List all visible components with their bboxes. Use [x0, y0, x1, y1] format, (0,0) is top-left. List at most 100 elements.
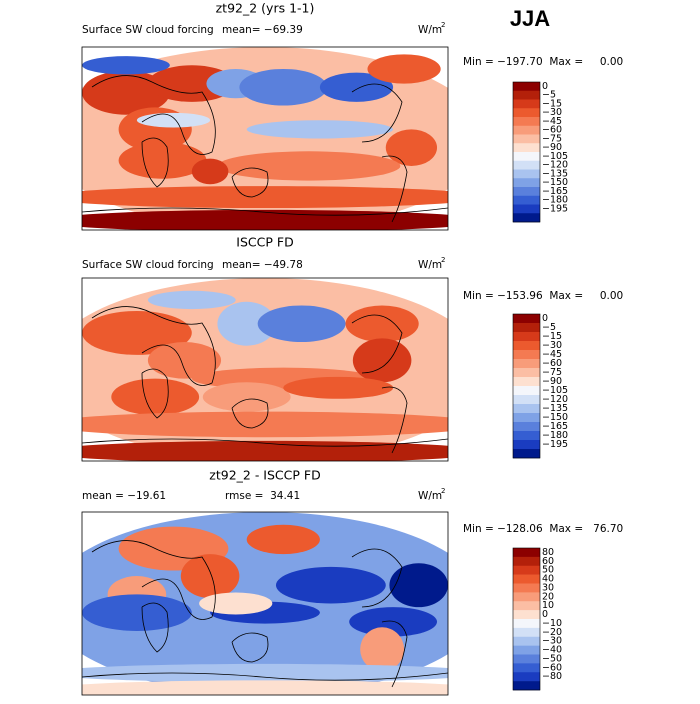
coastline: [82, 306, 448, 454]
colorbar-label: −105: [542, 151, 568, 162]
field-blob: [180, 554, 240, 599]
colorbar-box: [513, 117, 540, 127]
field-blob: [82, 594, 192, 631]
field-blob: [82, 186, 448, 209]
colorbar-box: [513, 592, 540, 602]
colorbar-box: [513, 440, 540, 450]
colorbar-box: [513, 601, 540, 611]
colorbar-label: −30: [542, 340, 562, 351]
colorbar-label: −60: [542, 662, 562, 673]
colorbar-box: [513, 672, 540, 682]
colorbar-box: [513, 160, 540, 170]
field-blob: [82, 310, 192, 355]
field-blob: [111, 378, 200, 416]
field-blob: [239, 68, 328, 106]
colorbar-label: 0: [542, 313, 548, 324]
field-blob: [257, 305, 346, 343]
field-blob: [147, 342, 222, 379]
field-blob: [385, 129, 438, 166]
colorbar-label: −165: [542, 186, 568, 197]
units-exponent: 2: [441, 21, 445, 29]
colorbar-box: [513, 431, 540, 441]
field-blob: [191, 158, 229, 185]
colorbar-box: [513, 187, 540, 197]
field-blob: [202, 382, 291, 412]
map-field: [82, 512, 448, 695]
field-blob: [319, 72, 394, 102]
map-frame: [81, 277, 449, 462]
units: W/m: [418, 24, 442, 36]
colorbar-box: [513, 395, 540, 405]
colorbar-label: −5: [542, 90, 556, 101]
colorbar-box: [513, 636, 540, 646]
colorbar-label: −45: [542, 116, 562, 127]
colorbar-label: −150: [542, 412, 568, 423]
colorbar-box: [513, 681, 540, 691]
colorbar-label: 60: [542, 556, 554, 567]
panel-title: ISCCP FD: [236, 235, 293, 250]
colorbar-box: [513, 350, 540, 360]
colorbar-box: [513, 178, 540, 188]
field-blob: [82, 680, 448, 695]
colorbar-box: [513, 213, 540, 223]
colorbar-label: −150: [542, 177, 568, 188]
colorbar-label: 80: [542, 547, 554, 558]
colorbar-label: −15: [542, 331, 562, 342]
colorbar-label: 20: [542, 591, 554, 602]
field-blob: [352, 338, 412, 383]
colorbar-box: [513, 645, 540, 655]
colorbar-frame: [512, 313, 541, 459]
colorbar-label: 40: [542, 574, 554, 585]
colorbar-label: −135: [542, 403, 568, 414]
colorbar-box: [513, 413, 540, 423]
colorbar-box: [513, 548, 540, 558]
field-blob: [360, 627, 405, 672]
colorbar-label: −90: [542, 376, 562, 387]
colorbar-frame: [512, 81, 541, 223]
colorbar-box: [513, 169, 540, 179]
field-name: Surface SW cloud forcing: [82, 259, 214, 271]
colorbar-box: [513, 90, 540, 100]
colorbar-label: −75: [542, 367, 562, 378]
field-blob: [82, 411, 448, 438]
colorbar-label: −90: [542, 142, 562, 153]
field-blob: [82, 663, 448, 683]
colorbar-label: −165: [542, 421, 568, 432]
colorbar-label: −50: [542, 653, 562, 664]
colorbar-box: [513, 323, 540, 333]
colorbar-box: [513, 332, 540, 342]
colorbar-label: −75: [542, 133, 562, 144]
mean-value: mean= −69.39: [222, 24, 303, 36]
colorbar-label: −195: [542, 439, 568, 450]
colorbar-frame: [512, 547, 541, 691]
colorbar-label: −10: [542, 618, 562, 629]
colorbar-label: −180: [542, 195, 568, 206]
colorbar-box: [513, 99, 540, 109]
min-max: Min = −128.06 Max = 76.70: [463, 523, 623, 535]
colorbar-label: −80: [542, 671, 562, 682]
min-max: Min = −153.96 Max = 0.00: [463, 290, 623, 302]
colorbar-label: −30: [542, 636, 562, 647]
colorbar-label: −45: [542, 349, 562, 360]
units: W/m: [418, 490, 442, 502]
colorbar-label: 10: [542, 600, 554, 611]
colorbar-box: [513, 610, 540, 620]
colorbar-box: [513, 108, 540, 118]
mean-value: mean = −19.61: [82, 490, 166, 502]
colorbar-box: [513, 314, 540, 324]
colorbar-box: [513, 204, 540, 214]
colorbar-label: −180: [542, 430, 568, 441]
field-blob: [367, 54, 441, 84]
colorbar-box: [513, 663, 540, 673]
colorbar-label: −120: [542, 160, 568, 171]
field-blob: [82, 56, 170, 75]
colorbar-box: [513, 152, 540, 162]
field-blob: [82, 70, 170, 115]
map-field: [82, 278, 448, 461]
field-blob: [82, 209, 448, 230]
map-frame: [81, 46, 449, 231]
field-blob: [217, 301, 276, 346]
